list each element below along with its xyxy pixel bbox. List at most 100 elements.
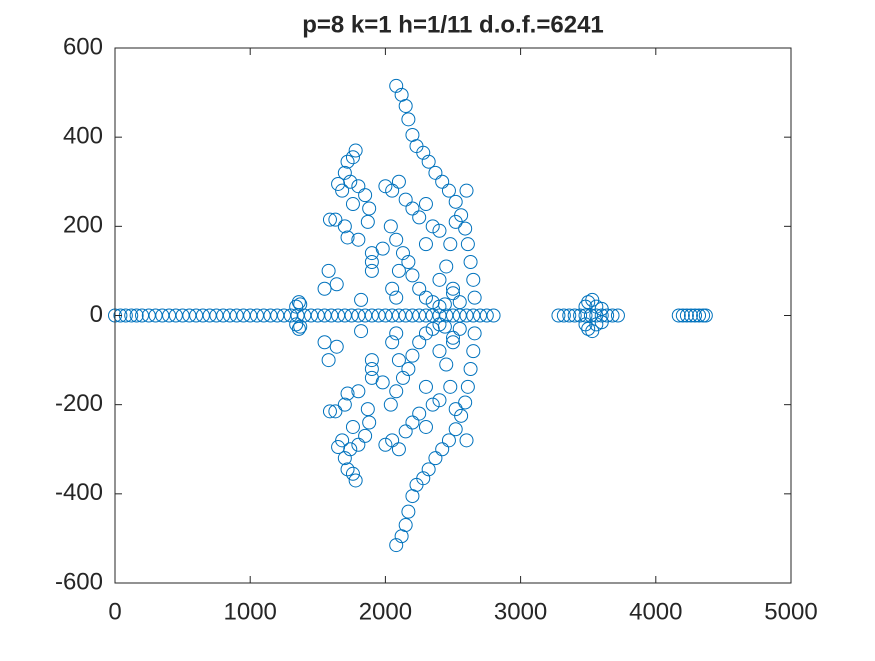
point [348, 143, 363, 158]
y-tick-label: -400 [55, 479, 103, 506]
point [452, 295, 467, 310]
point [362, 201, 377, 216]
point [398, 424, 413, 439]
point [358, 428, 373, 443]
point [364, 353, 379, 368]
point [202, 308, 217, 323]
point [354, 292, 369, 307]
point [473, 308, 488, 323]
point [331, 440, 346, 455]
point [148, 308, 163, 323]
point [416, 145, 431, 160]
point [168, 308, 183, 323]
point [418, 326, 433, 341]
y-tick-label: 600 [63, 33, 103, 60]
point [405, 348, 420, 363]
point [556, 308, 571, 323]
point [578, 299, 593, 314]
point [340, 386, 355, 401]
point [458, 395, 473, 410]
point [437, 297, 452, 312]
point [412, 210, 427, 225]
point [189, 308, 204, 323]
point [351, 179, 366, 194]
point [446, 286, 460, 301]
point [291, 295, 306, 310]
point [391, 353, 406, 368]
point [328, 404, 343, 419]
point [345, 197, 360, 212]
chart-title: p=8 k=1 h=1/11 d.o.f.=6241 [302, 11, 604, 38]
point [391, 263, 406, 278]
y-tick-label: 400 [63, 123, 103, 150]
point [443, 379, 458, 394]
point [162, 308, 177, 323]
point [364, 263, 379, 278]
point [378, 308, 393, 323]
point [432, 223, 447, 238]
point [460, 237, 475, 252]
point [435, 174, 450, 189]
point [688, 308, 703, 323]
point [443, 237, 458, 252]
point [446, 281, 460, 296]
point [385, 308, 400, 323]
point [317, 281, 332, 296]
point [448, 422, 463, 437]
point [364, 255, 379, 269]
point [322, 404, 337, 419]
point [337, 308, 352, 323]
point [425, 219, 440, 234]
point [416, 471, 431, 486]
y-tick-label: 200 [63, 212, 103, 239]
point [337, 165, 352, 180]
point [466, 308, 481, 323]
point [351, 232, 366, 247]
point [452, 321, 467, 336]
point [391, 174, 406, 189]
point [229, 308, 244, 323]
point [289, 299, 304, 314]
point [671, 308, 686, 323]
point [439, 259, 454, 274]
point [175, 308, 190, 323]
point [385, 183, 400, 198]
y-tick-label: -600 [55, 568, 103, 595]
point [696, 308, 711, 323]
point [459, 183, 474, 198]
point [412, 281, 427, 296]
point [479, 308, 494, 323]
point [340, 462, 355, 477]
point [293, 297, 308, 312]
point [335, 183, 350, 198]
x-tick-label: 0 [108, 598, 121, 625]
point [467, 290, 482, 305]
point [435, 442, 450, 457]
point [360, 214, 375, 229]
point [385, 335, 400, 350]
point [243, 308, 258, 323]
point [182, 308, 197, 323]
point [351, 384, 366, 399]
point [328, 212, 343, 227]
point [383, 397, 398, 412]
point [460, 379, 475, 394]
point [249, 308, 264, 323]
point [401, 255, 416, 269]
point [439, 308, 454, 323]
point [446, 330, 460, 345]
point [594, 308, 609, 323]
point [441, 183, 456, 198]
point [331, 308, 346, 323]
point [345, 466, 360, 481]
point [383, 219, 398, 234]
point [578, 308, 593, 323]
point [345, 419, 360, 434]
point [401, 112, 416, 127]
point [679, 308, 694, 323]
point [124, 308, 139, 323]
point [337, 451, 352, 466]
point [362, 415, 377, 430]
point [594, 315, 609, 330]
